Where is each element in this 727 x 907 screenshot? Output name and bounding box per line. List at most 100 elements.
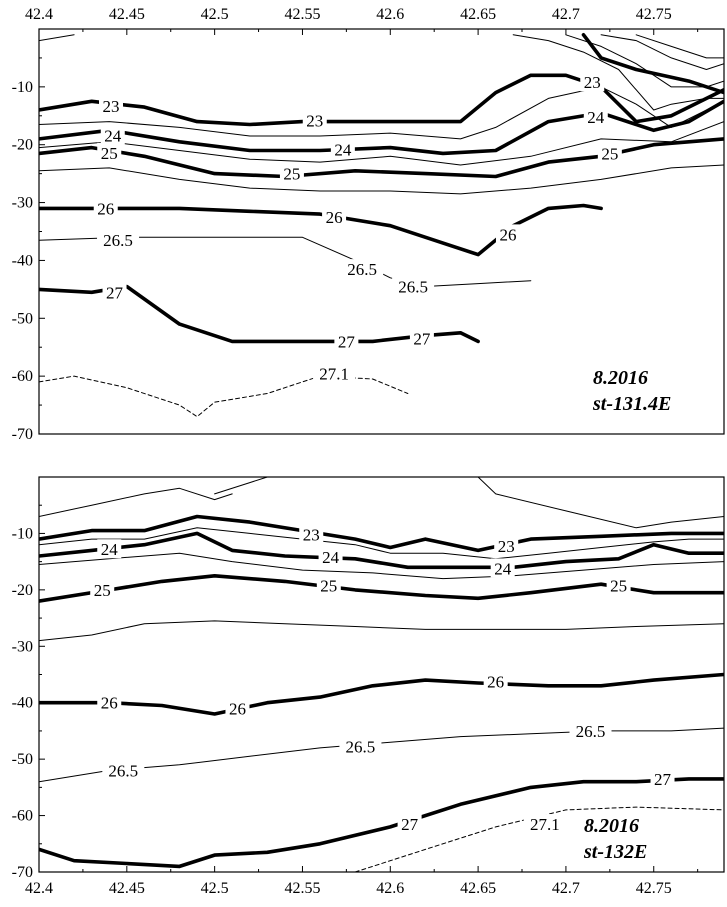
contour-label: 24 [322,548,340,567]
contour-lines [39,477,724,872]
contour-label-backing [334,331,359,351]
isopycnal-unlabeled-thin [39,620,724,642]
isopycnal-26-bold [39,672,724,716]
contour-label-backing [330,139,355,159]
panel-bottom-st-132E: 42.4 42.45 42.5 42.55 42.6 42.65 42.7 42.75 -10 -… [12,476,725,897]
contour-label: 26.5 [108,761,138,780]
contour-label-backing [392,276,435,296]
contour-label-backing [409,328,434,348]
contour-label-backing [523,814,566,834]
x-tick-label: 42.7 [552,6,580,23]
contour-label-backing [397,814,422,834]
contour-label: 23 [498,537,515,556]
y-tick-label: -10 [12,79,33,96]
x-tick-label: 42.45 [109,880,145,897]
contour-label-backing [569,720,612,740]
isopycnal-unlabeled-thin [39,121,724,166]
contour-label-backing [341,259,384,279]
contour-label-backing [322,207,347,227]
y-tick-label: -60 [12,808,33,825]
isopycnal-unlabeled-thin [39,487,233,517]
y-tick-label: -50 [12,310,33,327]
stamp-date: 8.2016 [584,815,639,837]
y-tick-label: -20 [12,582,33,599]
contour-label-backing [597,143,622,163]
contour-label: 25 [601,144,618,163]
contour-label: 26 [101,694,118,713]
isopycnal-24-bold [39,99,724,156]
contour-label-backing [299,524,324,544]
isopycnal-unlabeled-thin [39,34,75,42]
contour-label: 25 [94,581,111,600]
contour-label-backing [100,125,125,145]
contour-lines [39,32,724,418]
stamp-station: st-131.4E [592,393,671,415]
isopycnal-unlabeled-bold [581,32,724,95]
contour-label: 24 [587,108,605,127]
isopycnal-unlabeled-thin [635,34,724,59]
stamp-station: st-132E [583,841,647,863]
isopycnal-unlabeled-thin [39,164,724,195]
x-tick-label: 42.5 [201,6,229,23]
x-tick-label: 42.55 [284,6,320,23]
contour-label: 26.5 [576,722,606,741]
isopycnal-unlabeled-thin [214,477,268,495]
contour-label: 26.5 [103,231,133,250]
contour-label: 25 [283,165,300,184]
contour-label: 27 [338,332,356,351]
contour-label-backing [99,95,124,115]
contour-label: 27.1 [319,364,349,383]
isopycnal-unlabeled-thin [39,552,724,580]
isopycnal-27-bold [39,777,724,869]
x-tick-label: 42.75 [636,880,672,897]
contour-label: 26 [326,208,343,227]
contour-label-backing [97,539,122,559]
contour-label: 26 [487,672,504,691]
contour-label: 26 [229,699,246,718]
contour-label: 23 [103,97,120,116]
contour-label-backing [494,535,519,555]
isopycnal-23-bold [39,73,724,127]
contour-label-backing [650,768,675,788]
contour-label: 24 [104,126,122,145]
contour-label: 23 [306,111,323,130]
contour-label: 27 [654,770,672,789]
contour-label-backing [93,198,118,218]
isopycnal-26-5-thin [39,727,724,783]
contour-label: 25 [610,576,627,595]
x-tick-label: 42.75 [636,6,672,23]
contour-label: 25 [101,144,118,163]
x-tick-label: 42.4 [25,6,53,23]
y-tick-label: -40 [12,252,33,269]
contour-label: 26.5 [346,738,376,757]
isopycnal-unlabeled-thin [600,34,724,70]
contour-label-backing [583,106,608,126]
contour-label: 26.5 [398,277,428,296]
contour-label-backing [97,142,122,162]
contour-label-backing [495,224,520,244]
contour-label: 25 [320,576,337,595]
contour-label-backing [302,110,327,130]
stamp-date: 8.2016 [593,367,648,389]
x-tick-label: 42.65 [460,880,496,897]
x-tick-label: 42.65 [460,6,496,23]
y-tick-label: -70 [12,864,33,881]
contour-label: 24 [101,540,119,559]
x-tick-label: 42.55 [284,880,320,897]
y-tick-label: -30 [12,195,33,212]
panel-top-st-131-4E: 42.4 42.45 42.5 42.55 42.6 42.65 42.7 42.75 -10 -… [12,6,725,443]
isopycnal-24-bold [39,531,724,570]
contour-label-backing [318,547,343,567]
contour-label: 24 [494,559,512,578]
contour-label: 27 [413,330,431,349]
x-tick-label: 42.6 [376,6,404,23]
contour-label-backing [606,575,631,595]
contour-label-backing [316,575,341,595]
contour-label: 26 [97,199,114,218]
contour-label-backing [225,698,250,718]
contour-label-backing [580,72,605,92]
isopycnal-26-bold [39,203,603,257]
contour-label-backing [339,736,382,756]
contour-label: 27 [106,283,124,302]
